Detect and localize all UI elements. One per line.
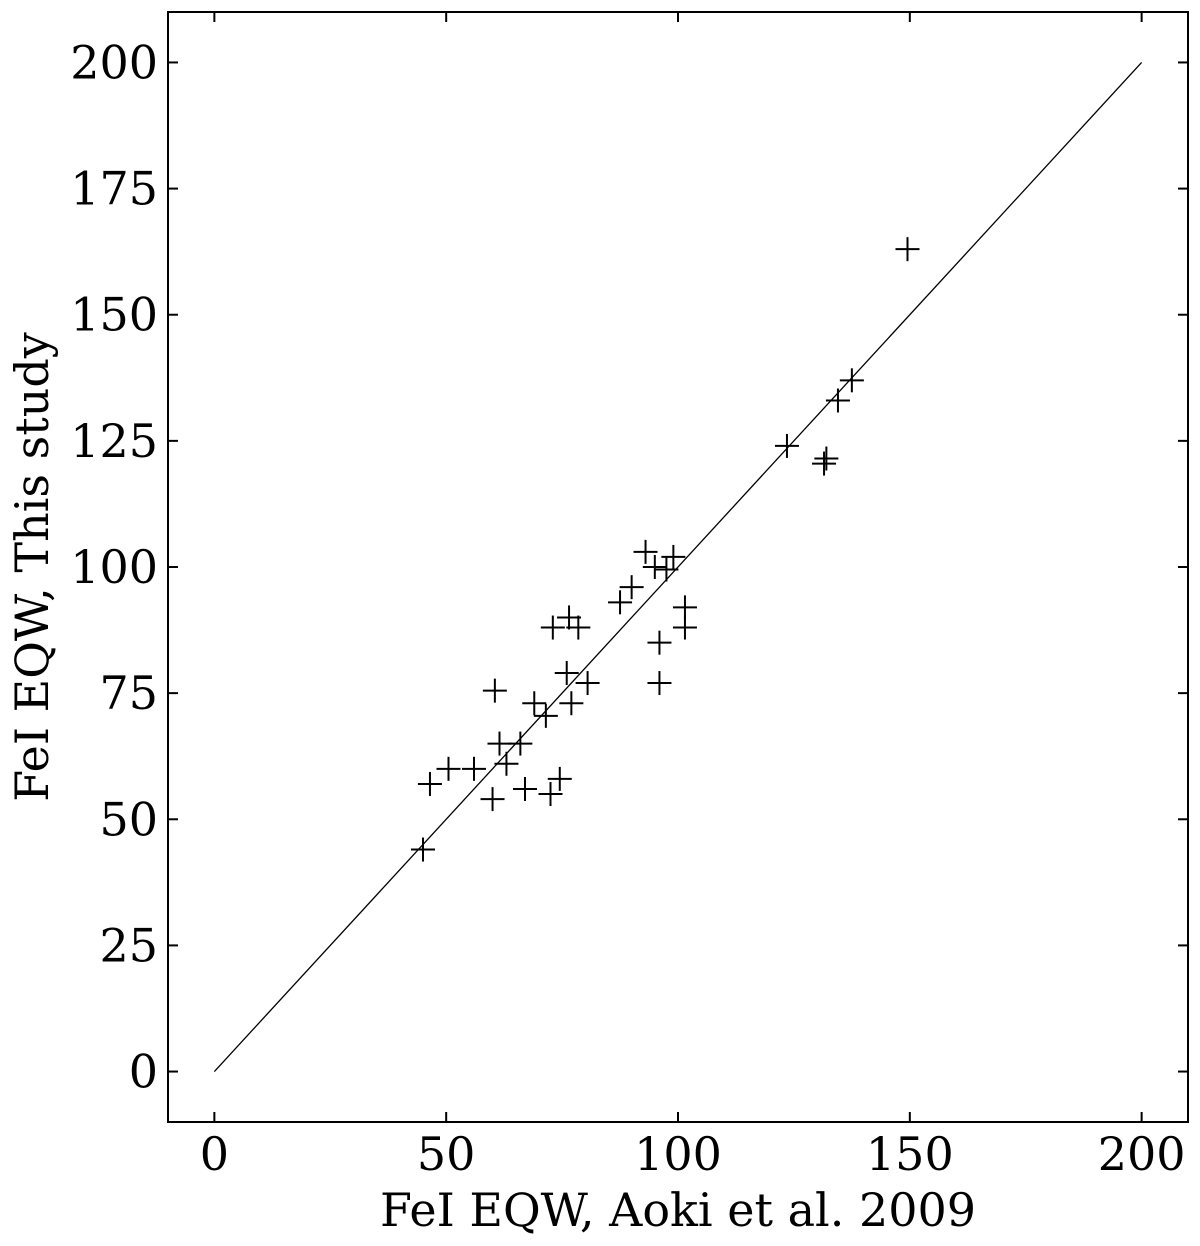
data-point xyxy=(575,671,600,696)
data-point xyxy=(774,433,799,458)
y-tick-label: 125 xyxy=(70,414,158,468)
data-point xyxy=(812,451,837,476)
x-tick-label: 150 xyxy=(866,1127,954,1181)
data-point xyxy=(654,557,679,582)
data-point xyxy=(554,660,579,685)
data-point xyxy=(513,777,537,801)
data-point xyxy=(814,446,839,471)
y-tick-label: 50 xyxy=(99,792,158,846)
x-tick-label: 50 xyxy=(417,1127,476,1181)
data-point xyxy=(480,787,505,812)
data-point xyxy=(533,703,558,728)
y-tick-label: 175 xyxy=(70,162,158,216)
data-point xyxy=(547,766,572,791)
data-point xyxy=(647,630,672,655)
data-point xyxy=(672,615,697,640)
data-point xyxy=(411,837,435,862)
data-point xyxy=(557,605,582,630)
one-to-one-line xyxy=(213,62,1143,1072)
data-point xyxy=(895,237,920,262)
data-point xyxy=(540,615,565,640)
reference-line-layer xyxy=(213,62,1143,1072)
y-tick-label: 0 xyxy=(129,1045,158,1099)
data-point xyxy=(633,539,658,564)
data-points xyxy=(411,237,920,862)
y-tick-label: 75 xyxy=(99,666,158,720)
axis-ticks: 0 50 100 150 200 0 25 50 75 100 125 150 175 200 xyxy=(70,12,1188,1181)
data-point xyxy=(619,575,644,600)
data-point xyxy=(839,368,864,393)
data-point xyxy=(642,555,667,579)
y-tick-label: 150 xyxy=(70,288,158,342)
data-point xyxy=(661,544,686,569)
y-tick-label: 25 xyxy=(99,918,158,972)
y-tick-label: 200 xyxy=(70,35,158,89)
data-point xyxy=(566,615,591,640)
data-point xyxy=(436,756,461,781)
x-tick-label: 200 xyxy=(1098,1127,1186,1181)
x-axis-label: FeI EQW, Aoki et al. 2009 xyxy=(380,1183,976,1237)
data-point xyxy=(559,691,584,716)
data-point xyxy=(508,731,533,756)
data-point xyxy=(482,678,507,703)
data-point xyxy=(647,671,672,696)
y-axis-label: FeI EQW, This study xyxy=(5,332,59,802)
x-tick-label: 0 xyxy=(200,1127,229,1181)
data-point xyxy=(522,691,547,716)
x-tick-label: 100 xyxy=(634,1127,722,1181)
data-point xyxy=(417,771,442,796)
plot-frame xyxy=(167,11,1189,1123)
data-point xyxy=(672,595,697,620)
data-point xyxy=(487,731,512,756)
data-point xyxy=(538,782,563,807)
data-point xyxy=(825,388,850,413)
data-point xyxy=(608,590,633,615)
data-point xyxy=(462,756,486,781)
y-tick-label: 100 xyxy=(70,540,158,594)
data-point xyxy=(494,751,519,776)
